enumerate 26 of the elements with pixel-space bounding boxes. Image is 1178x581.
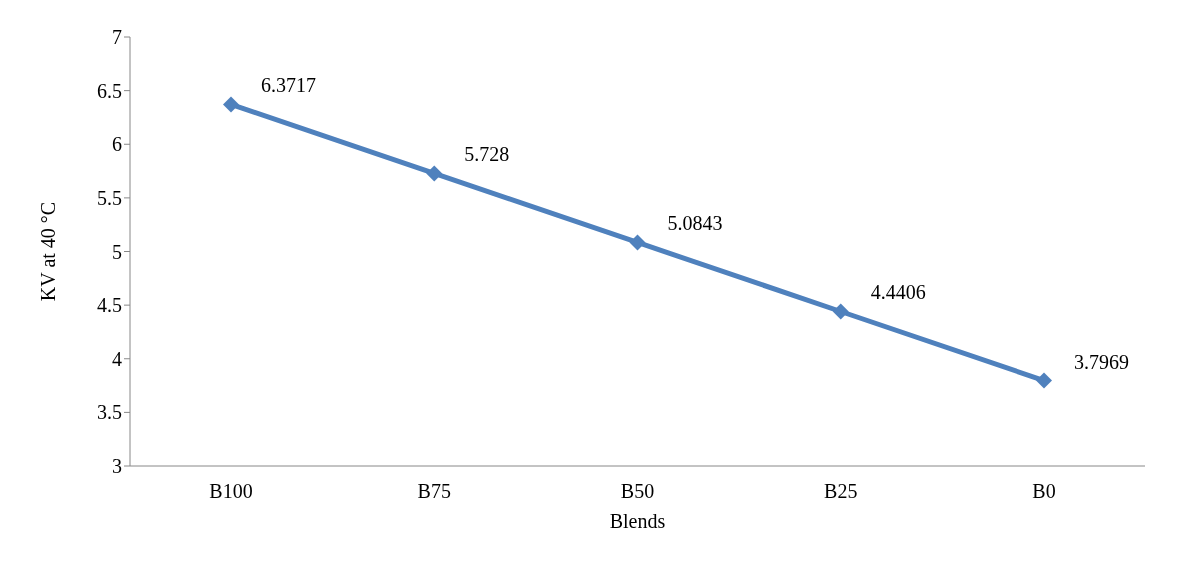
y-tick-label: 6 bbox=[112, 133, 122, 156]
data-label: 6.3717 bbox=[261, 74, 316, 97]
data-label: 5.728 bbox=[464, 143, 510, 166]
x-tick-label: B25 bbox=[824, 480, 858, 503]
y-tick-label: 7 bbox=[112, 26, 122, 49]
y-tick-label: 4.5 bbox=[97, 294, 122, 317]
data-label: 3.7969 bbox=[1074, 350, 1129, 373]
y-axis-title: KV at 40 °C bbox=[37, 201, 60, 302]
x-tick-label: B50 bbox=[620, 480, 655, 503]
point bbox=[1036, 372, 1052, 389]
data-label: 4.4406 bbox=[870, 281, 926, 304]
x-axis-title: Blends bbox=[609, 510, 666, 532]
point bbox=[426, 165, 443, 182]
x-tick-label: B0 bbox=[1032, 480, 1056, 503]
y-tick-label: 5 bbox=[112, 240, 122, 263]
y-tick-label: 6.5 bbox=[97, 79, 122, 102]
data-label: 5.0843 bbox=[667, 212, 723, 235]
y-tick-label: 3 bbox=[112, 455, 122, 478]
y-tick-label: 4 bbox=[112, 347, 122, 370]
y-tick-label: 5.5 bbox=[97, 186, 122, 209]
point bbox=[629, 234, 646, 251]
x-tick-label: B75 bbox=[417, 480, 451, 503]
x-tick-label: B100 bbox=[209, 480, 253, 503]
point bbox=[223, 96, 239, 113]
point bbox=[832, 303, 849, 320]
y-tick-label: 3.5 bbox=[97, 401, 122, 424]
